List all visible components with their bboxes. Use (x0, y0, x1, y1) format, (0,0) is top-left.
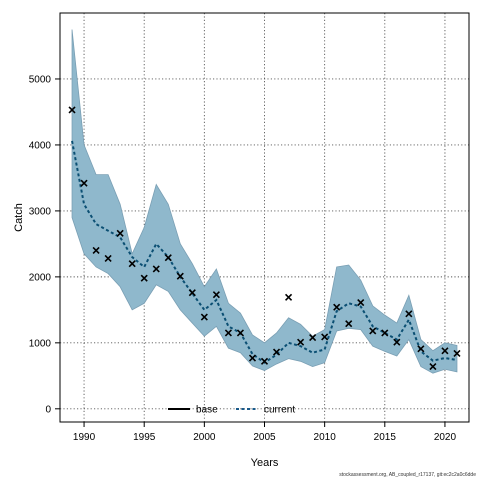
observed-point-1996 (152, 265, 160, 273)
observed-point-stroke (116, 229, 124, 237)
observed-point-2020 (441, 347, 449, 355)
observed-point-stroke (381, 329, 389, 337)
observed-point-2019 (429, 363, 437, 371)
observed-point-1994 (128, 260, 136, 268)
observed-point-2001 (212, 291, 220, 299)
current-line (71, 140, 458, 364)
grid-lines (60, 13, 469, 422)
y-tick-label-5000: 5000 (29, 74, 52, 85)
observed-point-stroke (224, 329, 232, 337)
observed-point-1999 (188, 289, 196, 297)
y-tick-label-0: 0 (45, 404, 51, 415)
observed-point-stroke (104, 254, 112, 262)
observed-point-stroke (200, 313, 208, 321)
observed-point-stroke (176, 272, 184, 280)
observed-point-2005 (260, 357, 269, 365)
observed-point-stroke (321, 333, 329, 341)
observed-points (68, 106, 461, 371)
observed-point-2000 (200, 313, 208, 321)
observed-point-stroke (309, 333, 317, 342)
observed-point-2017 (405, 310, 413, 318)
x-axis-ticks: 1990 1995 2000 2005 2010 2015 2020 (73, 422, 457, 443)
observed-point-1997 (164, 254, 172, 262)
y-tick-label-4000: 4000 (29, 140, 52, 151)
observed-point-2007 (284, 293, 293, 301)
observed-point-stroke (92, 246, 100, 255)
observed-point-1991 (92, 246, 100, 255)
current-series-line (71, 140, 458, 364)
observed-point-2016 (393, 338, 401, 346)
observed-point-1989 (68, 106, 76, 114)
observed-point-stroke (345, 320, 353, 328)
observed-point-1998 (176, 272, 184, 280)
x-tick-label-2020: 2020 (434, 432, 457, 443)
observed-point-2011 (333, 303, 341, 311)
observed-point-2004 (248, 354, 257, 362)
y-tick-label-2000: 2000 (29, 272, 52, 283)
observed-point-stroke (297, 338, 305, 346)
observed-point-stroke (453, 349, 461, 357)
x-tick-label-1990: 1990 (73, 432, 96, 443)
x-tick-label-2010: 2010 (314, 432, 337, 443)
footnote: stockassessment.org, AB_coupled_r17137, … (339, 472, 476, 478)
observed-point-stroke (417, 345, 425, 353)
observed-point-2010 (321, 333, 329, 341)
observed-point-stroke (164, 254, 172, 262)
y-axis-title: Catch (13, 203, 25, 232)
observed-point-2009 (309, 333, 317, 342)
observed-point-1992 (104, 254, 112, 262)
observed-point-stroke (152, 265, 160, 273)
observed-point-2018 (417, 345, 425, 353)
observed-point-stroke (284, 293, 293, 301)
observed-point-2021 (453, 349, 461, 357)
observed-point-2014 (369, 327, 377, 335)
observed-point-2002 (224, 329, 232, 337)
observed-point-stroke (369, 327, 377, 335)
observed-point-1990 (80, 179, 88, 187)
observed-point-stroke (248, 354, 257, 362)
confidence-band (71, 29, 458, 374)
observed-point-stroke (188, 289, 196, 297)
observed-point-2003 (236, 329, 245, 337)
legend-current-label: current (264, 405, 295, 416)
observed-point-stroke (393, 338, 401, 346)
observed-point-stroke (128, 260, 136, 268)
y-tick-label-1000: 1000 (29, 338, 52, 349)
legend: base current (168, 405, 295, 416)
observed-point-stroke (212, 291, 220, 299)
observed-point-stroke (405, 310, 413, 318)
observed-point-stroke (140, 274, 148, 282)
legend-base-label: base (196, 405, 218, 416)
observed-point-stroke (80, 179, 88, 187)
observed-point-stroke (260, 357, 269, 365)
y-tick-label-3000: 3000 (29, 206, 52, 217)
observed-point-2006 (272, 348, 281, 356)
y-axis-ticks: 0 1000 2000 3000 4000 5000 (29, 74, 60, 415)
observed-point-2008 (297, 338, 305, 346)
observed-point-2012 (345, 320, 353, 328)
x-tick-label-2015: 2015 (374, 432, 397, 443)
x-tick-label-1995: 1995 (133, 432, 156, 443)
observed-point-stroke (333, 303, 341, 311)
observed-point-2015 (381, 329, 389, 337)
observed-point-stroke (272, 348, 281, 356)
observed-point-stroke (236, 329, 245, 337)
x-axis-title: Years (251, 457, 279, 469)
observed-point-1995 (140, 274, 148, 282)
x-tick-label-2000: 2000 (193, 432, 216, 443)
confidence-band-area (71, 29, 458, 374)
observed-point-stroke (429, 363, 437, 371)
observed-point-stroke (357, 299, 365, 307)
observed-point-stroke (68, 106, 76, 114)
observed-point-stroke (441, 347, 449, 355)
observed-point-1993 (116, 229, 124, 237)
x-tick-label-2005: 2005 (253, 432, 276, 443)
observed-point-2013 (357, 299, 365, 307)
